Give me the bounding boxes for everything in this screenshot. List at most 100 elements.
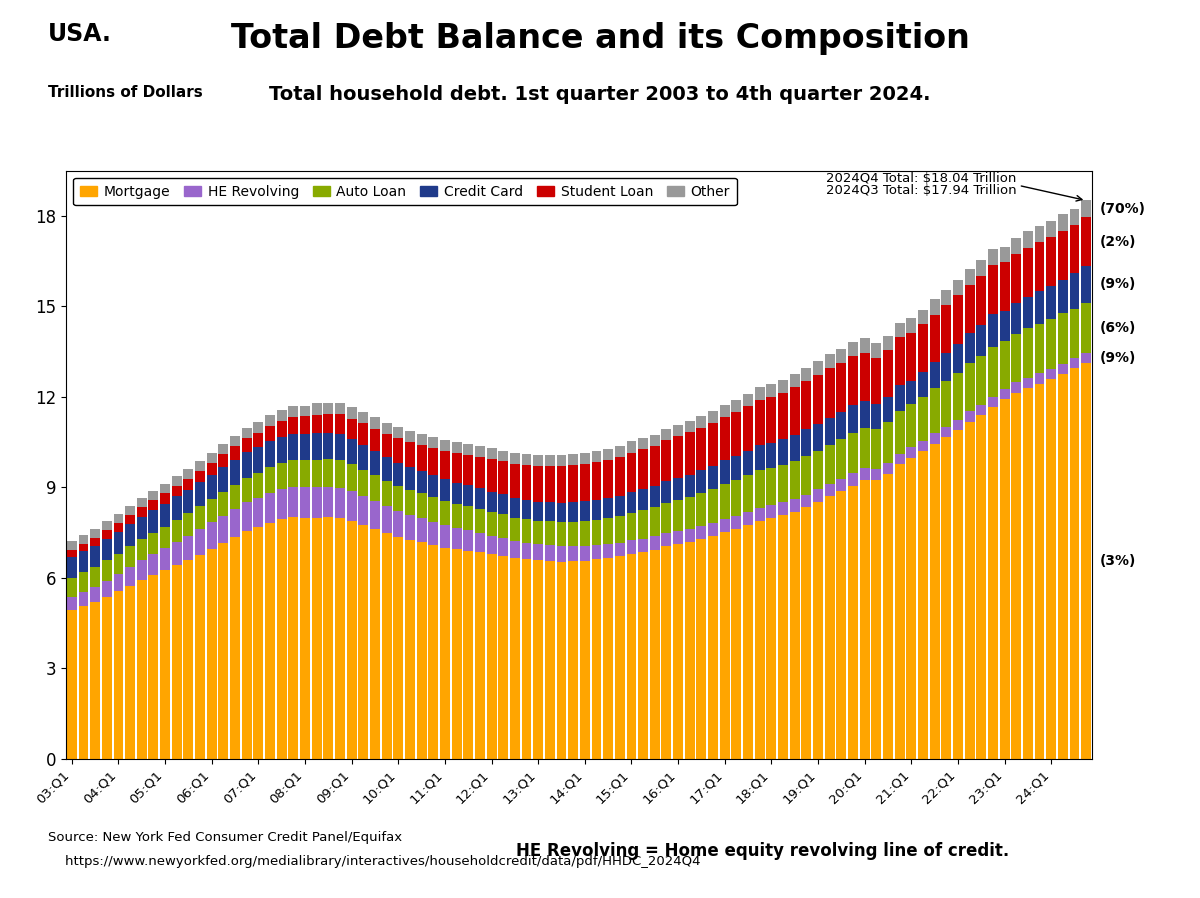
Bar bbox=[906, 458, 917, 759]
Bar bbox=[650, 507, 660, 536]
Bar bbox=[1069, 225, 1080, 274]
Bar bbox=[604, 518, 613, 544]
Bar bbox=[137, 516, 146, 539]
Bar bbox=[404, 540, 415, 759]
Bar bbox=[650, 445, 660, 486]
Bar bbox=[1081, 364, 1091, 759]
Bar bbox=[755, 388, 764, 401]
Bar bbox=[487, 459, 497, 491]
Text: (6%): (6%) bbox=[1100, 321, 1136, 335]
Bar bbox=[895, 453, 905, 464]
Bar bbox=[125, 567, 136, 585]
Bar bbox=[78, 605, 89, 759]
Bar bbox=[814, 451, 823, 489]
Bar bbox=[137, 580, 146, 759]
Bar bbox=[533, 455, 544, 466]
Bar bbox=[661, 481, 671, 503]
Bar bbox=[720, 405, 730, 417]
Bar bbox=[277, 436, 287, 462]
Bar bbox=[743, 525, 754, 759]
Bar bbox=[661, 546, 671, 759]
Bar bbox=[988, 397, 998, 407]
Bar bbox=[580, 560, 589, 759]
Bar bbox=[883, 350, 893, 397]
Bar bbox=[661, 429, 671, 440]
Bar bbox=[370, 418, 380, 428]
Bar bbox=[977, 356, 986, 405]
Bar bbox=[953, 419, 962, 430]
Text: (2%): (2%) bbox=[1100, 234, 1136, 249]
Bar bbox=[510, 453, 520, 463]
Bar bbox=[592, 520, 601, 545]
Bar bbox=[1012, 383, 1021, 392]
Bar bbox=[1012, 238, 1021, 254]
Bar bbox=[708, 410, 718, 423]
Bar bbox=[347, 439, 356, 464]
Bar bbox=[859, 480, 870, 759]
Bar bbox=[941, 381, 952, 427]
Bar bbox=[125, 524, 136, 547]
Bar bbox=[614, 445, 625, 456]
Bar bbox=[440, 525, 450, 548]
Bar bbox=[802, 495, 811, 507]
Bar bbox=[300, 488, 310, 517]
Bar bbox=[1046, 221, 1056, 237]
Bar bbox=[988, 314, 998, 347]
Bar bbox=[370, 501, 380, 529]
Text: Total household debt. 1st quarter 2003 to 4th quarter 2024.: Total household debt. 1st quarter 2003 t… bbox=[269, 85, 931, 104]
Bar bbox=[370, 529, 380, 759]
Bar bbox=[1012, 392, 1021, 759]
Bar bbox=[638, 438, 648, 449]
Bar bbox=[732, 455, 742, 480]
Bar bbox=[218, 543, 228, 759]
Bar bbox=[510, 497, 520, 517]
Bar bbox=[125, 506, 136, 515]
Bar bbox=[592, 559, 601, 759]
Bar bbox=[545, 522, 554, 545]
Bar bbox=[965, 285, 974, 333]
Bar bbox=[114, 524, 124, 532]
Bar bbox=[102, 560, 112, 580]
Bar bbox=[859, 427, 870, 469]
Bar bbox=[883, 422, 893, 463]
Bar bbox=[859, 339, 870, 353]
Bar bbox=[569, 561, 578, 759]
Bar bbox=[160, 548, 170, 570]
Bar bbox=[1081, 200, 1091, 217]
Bar bbox=[1022, 378, 1033, 388]
Bar bbox=[848, 405, 858, 434]
Bar bbox=[755, 445, 764, 471]
Bar bbox=[953, 373, 962, 419]
Bar bbox=[802, 367, 811, 381]
Bar bbox=[848, 486, 858, 759]
Bar bbox=[790, 461, 799, 499]
Bar bbox=[125, 547, 136, 567]
Bar bbox=[988, 347, 998, 397]
Bar bbox=[230, 485, 240, 509]
Bar bbox=[347, 408, 356, 418]
Bar bbox=[1000, 312, 1009, 340]
Bar bbox=[626, 540, 636, 554]
Bar bbox=[196, 471, 205, 482]
Bar bbox=[661, 533, 671, 546]
Bar bbox=[696, 539, 707, 759]
Bar bbox=[451, 442, 462, 453]
Bar bbox=[206, 550, 217, 759]
Bar bbox=[312, 460, 322, 487]
Bar bbox=[487, 554, 497, 759]
Bar bbox=[347, 521, 356, 759]
Bar bbox=[300, 460, 310, 488]
Text: USA.: USA. bbox=[48, 22, 112, 47]
Bar bbox=[1058, 374, 1068, 759]
Bar bbox=[673, 544, 683, 759]
Bar bbox=[732, 480, 742, 515]
Bar bbox=[743, 512, 754, 525]
Bar bbox=[184, 560, 193, 759]
Bar bbox=[1046, 369, 1056, 379]
Bar bbox=[941, 427, 952, 437]
Bar bbox=[1081, 353, 1091, 364]
Bar bbox=[196, 529, 205, 555]
Bar bbox=[930, 444, 940, 759]
Bar bbox=[463, 444, 473, 455]
Bar bbox=[463, 551, 473, 759]
